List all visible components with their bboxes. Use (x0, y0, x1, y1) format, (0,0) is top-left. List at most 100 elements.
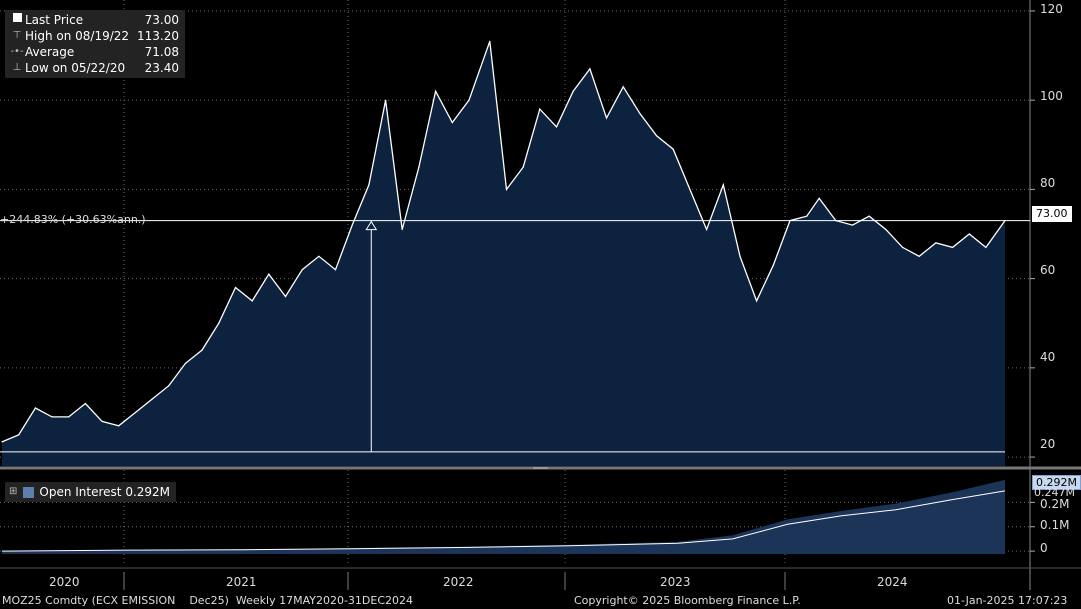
oi-y-tick-label: 0.1M (1040, 518, 1070, 532)
high-marker-icon: ⊤ (12, 30, 22, 41)
price-point (539, 108, 541, 110)
price-point (818, 197, 820, 199)
price-point (555, 126, 558, 128)
price-point (68, 416, 70, 418)
price-point (418, 166, 420, 168)
price-point (351, 224, 353, 226)
footer-ticker: MOZ25 Comdty (ECX EMISSION Dec25) Weekly… (2, 594, 414, 607)
legend-row-last-price: Last Price 73.00 (9, 12, 179, 28)
x-tick-label: 2020 (49, 575, 80, 589)
price-point (522, 166, 524, 168)
price-point (268, 273, 270, 275)
price-point (151, 398, 153, 400)
legend-row-high: ⊤ High on 08/19/22 113.20 (9, 28, 179, 44)
price-point (251, 300, 253, 302)
price-point (589, 68, 591, 70)
price-point (672, 148, 674, 150)
price-point (184, 362, 186, 364)
x-tick-label: 2022 (443, 575, 474, 589)
price-point (689, 188, 691, 190)
y-tick-label: 40 (1040, 350, 1056, 364)
price-point (868, 215, 870, 217)
x-tick-label: 2021 (226, 575, 257, 589)
price-point (435, 90, 437, 92)
price-point (468, 99, 470, 101)
price-point (1, 441, 3, 443)
price-point (706, 228, 708, 231)
y-tick-label: 20 (1040, 437, 1056, 451)
price-point (18, 434, 20, 436)
legend-row-average: -•- Average 71.08 (9, 44, 179, 60)
last-price-tag: 73.00 (1032, 206, 1072, 222)
price-point (985, 246, 987, 248)
legend-value: 71.08 (144, 45, 179, 59)
price-point (772, 264, 774, 266)
square-icon (9, 12, 25, 28)
price-point (885, 228, 887, 231)
oi-area (2, 479, 1005, 555)
price-point (656, 135, 658, 137)
change-arrow-head (365, 220, 378, 231)
price-area (2, 41, 1005, 467)
legend-label: Low on 05/22/20 (25, 61, 126, 75)
legend-label: Last Price (25, 13, 84, 27)
price-point (301, 269, 303, 271)
price-point (118, 425, 120, 427)
price-point (368, 184, 370, 186)
price-point (218, 322, 220, 324)
price-point (134, 411, 136, 414)
legend-value: 23.40 (144, 61, 179, 75)
oi-y-tick-label: 0.2M (1040, 497, 1070, 511)
price-point (451, 121, 453, 124)
price-point (756, 300, 758, 302)
legend-value: 73.00 (144, 13, 179, 27)
legend-row-low: ⊥ Low on 05/22/20 23.40 (9, 60, 179, 76)
change-annotation: +244.83% (+30.63%ann.) (0, 213, 146, 226)
price-point (722, 184, 724, 186)
price-point (806, 215, 808, 217)
price-point (489, 40, 491, 42)
price-point (935, 242, 937, 244)
price-point (51, 416, 53, 418)
price-point (34, 407, 37, 409)
price-point (622, 86, 624, 88)
oi-y-tick-label: 0 (1040, 541, 1048, 555)
y-tick-label: 60 (1040, 263, 1056, 277)
price-point (84, 402, 86, 405)
x-tick-label: 2024 (877, 575, 908, 589)
price-point (101, 420, 103, 422)
expand-icon[interactable]: ⊞ (9, 486, 18, 497)
price-point (284, 295, 287, 298)
oi-line (1, 490, 1006, 552)
price-point (918, 255, 920, 257)
oi-value-tag-2: 0.247M (1034, 486, 1075, 499)
price-point (334, 269, 337, 271)
footer-copyright: Copyright© 2025 Bloomberg Finance L.P. (574, 594, 801, 607)
price-point (168, 385, 170, 387)
legend-value: 113.20 (137, 29, 179, 43)
price-point (605, 117, 608, 119)
price-point (201, 349, 203, 351)
legend-label: High on 08/19/22 (25, 29, 130, 43)
price-point (639, 112, 641, 115)
price-point (385, 99, 387, 101)
open-interest-legend: ⊞ Open Interest 0.292M (5, 482, 177, 502)
y-tick-label: 80 (1040, 176, 1056, 190)
square-icon (23, 486, 35, 498)
price-point (968, 233, 970, 235)
price-point (318, 255, 320, 257)
footer-timestamp: 01-Jan-2025 17:07:23 (947, 594, 1068, 607)
legend-label: Average (25, 45, 75, 59)
price-point (234, 286, 237, 289)
price-point (902, 246, 904, 248)
x-tick-label: 2023 (660, 575, 691, 589)
y-tick-label: 120 (1040, 2, 1063, 16)
price-point (505, 188, 508, 190)
price-point (401, 228, 403, 231)
price-point (739, 255, 741, 257)
oi-value-tag: 0.292M (1032, 475, 1081, 490)
average-marker-icon: -•- (10, 46, 24, 57)
y-tick-label: 100 (1040, 89, 1063, 103)
oi-legend-label: Open Interest 0.292M (39, 485, 171, 499)
